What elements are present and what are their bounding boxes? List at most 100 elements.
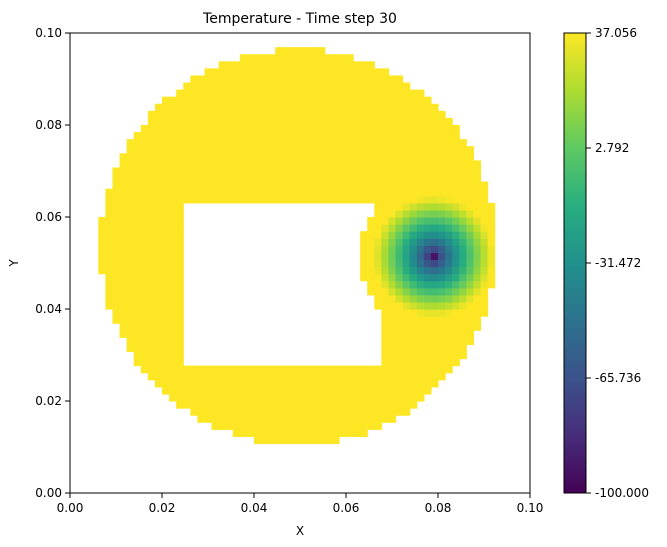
heatmap-cell (169, 259, 177, 268)
heatmap-cell (480, 238, 489, 246)
heatmap-cell (162, 330, 170, 338)
heatmap-cell (105, 231, 114, 239)
heatmap-cell (331, 408, 340, 416)
heatmap-cell (346, 188, 354, 197)
heatmap-cell (154, 181, 163, 190)
heatmap-cell (430, 330, 439, 338)
heatmap-cell (459, 309, 467, 317)
heatmap-cell (239, 429, 248, 437)
heatmap-cell (133, 294, 142, 303)
heatmap-cell (353, 429, 361, 437)
heatmap-cell (353, 132, 361, 140)
heatmap-cell (360, 75, 368, 84)
heatmap-cell (154, 294, 163, 303)
heatmap-cell (466, 294, 474, 303)
heatmap-cell (232, 195, 241, 204)
heatmap-cell (402, 181, 411, 190)
heatmap-cell (438, 224, 446, 232)
heatmap-cell (246, 415, 255, 423)
heatmap-cell (162, 280, 170, 289)
heatmap-cell (360, 96, 368, 105)
heatmap-cell (268, 160, 276, 169)
heatmap-cell (438, 309, 446, 317)
heatmap-cell (183, 146, 191, 154)
heatmap-cell (360, 415, 368, 423)
heatmap-cell (140, 259, 149, 268)
heatmap-cell (169, 393, 177, 402)
heatmap-cell (395, 117, 404, 126)
heatmap-cell (296, 132, 305, 140)
heatmap-cell (282, 181, 290, 190)
heatmap-cell (119, 153, 128, 161)
heatmap-cell (367, 266, 375, 275)
heatmap-cell (317, 110, 326, 119)
heatmap-cell (239, 54, 248, 62)
heatmap-cell (381, 188, 390, 197)
heatmap-cell (303, 75, 312, 84)
heatmap-cell (317, 82, 326, 91)
heatmap-cell (452, 146, 460, 154)
heatmap-cell (416, 110, 425, 119)
heatmap-cell (140, 125, 149, 133)
heatmap-cell (395, 139, 404, 147)
heatmap-cell (303, 379, 312, 388)
heatmap-cell (176, 337, 184, 345)
heatmap-cell (112, 316, 121, 324)
heatmap-cell (324, 96, 333, 105)
heatmap-cell (147, 372, 156, 381)
heatmap-cell (430, 351, 439, 360)
heatmap-cell (416, 386, 425, 395)
heatmap-cell (289, 408, 298, 416)
heatmap-cell (282, 61, 290, 69)
heatmap-cell (487, 202, 496, 211)
heatmap-cell (162, 351, 170, 360)
heatmap-cell (140, 139, 149, 147)
heatmap-cell (409, 245, 418, 253)
heatmap-cell (119, 202, 128, 211)
heatmap-cell (310, 117, 319, 126)
heatmap-cell (374, 89, 382, 98)
heatmap-cell (360, 429, 368, 437)
heatmap-cell (360, 68, 368, 77)
heatmap-cell (331, 117, 340, 126)
heatmap-cell (331, 401, 340, 409)
heatmap-cell (154, 245, 163, 253)
heatmap-cell (416, 217, 425, 225)
heatmap-cell (338, 393, 347, 402)
heatmap-cell (239, 401, 248, 409)
heatmap-cell (268, 408, 276, 416)
heatmap-cell (409, 125, 418, 133)
heatmap-cell (218, 365, 227, 374)
heatmap-cells (98, 47, 496, 445)
heatmap-cell (239, 96, 248, 105)
heatmap-cell (310, 139, 319, 147)
heatmap-cell (381, 195, 390, 204)
heatmap-cell (254, 408, 262, 416)
heatmap-cell (105, 217, 114, 225)
heatmap-cell (98, 245, 106, 253)
heatmap-cell (282, 47, 290, 55)
heatmap-cell (360, 61, 368, 69)
heatmap-cell (225, 82, 234, 91)
heatmap-cell (169, 96, 177, 105)
heatmap-cell (105, 266, 114, 275)
heatmap-cell (430, 231, 439, 239)
heatmap-cell (466, 202, 474, 211)
heatmap-cell (353, 195, 361, 204)
heatmap-cell (459, 146, 467, 154)
heatmap-cell (416, 372, 425, 381)
heatmap-cell (133, 280, 142, 289)
heatmap-cell (423, 209, 432, 218)
heatmap-cell (183, 386, 191, 395)
heatmap-cell (133, 245, 142, 253)
heatmap-cell (487, 224, 496, 232)
heatmap-cell (133, 238, 142, 246)
heatmap-cell (190, 103, 198, 112)
heatmap-cell (459, 195, 467, 204)
heatmap-cell (423, 280, 432, 289)
heatmap-cell (353, 422, 361, 430)
heatmap-cell (218, 75, 227, 84)
heatmap-cell (275, 365, 283, 374)
heatmap-cell (133, 209, 142, 218)
heatmap-cell (204, 365, 213, 374)
